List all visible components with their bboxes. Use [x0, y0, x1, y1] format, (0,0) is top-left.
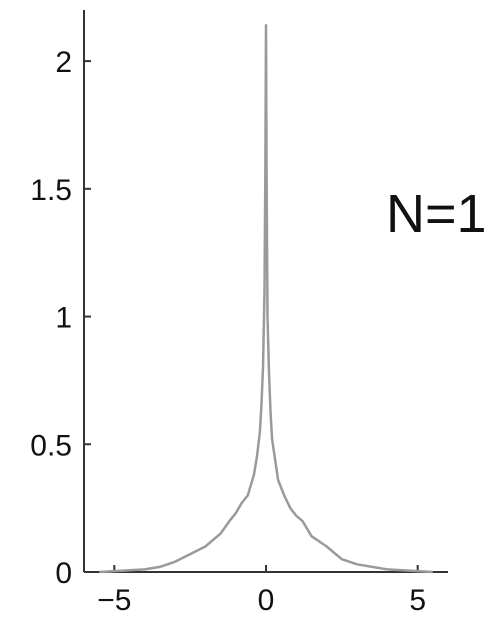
y-tick-label: 1 [55, 302, 72, 335]
x-tick-label: 5 [409, 584, 426, 617]
y-tick-label: 0.5 [30, 429, 72, 462]
y-tick-label: 2 [55, 46, 72, 79]
series-line [99, 24, 433, 574]
y-tick-label: 0 [55, 557, 72, 590]
y-tick-label: 1.5 [30, 174, 72, 207]
annotation-text: N=1 [386, 184, 487, 244]
y-ticks: 0 0.5 1 1.5 2 [30, 46, 91, 590]
x-ticks: −5 0 5 [97, 565, 426, 617]
x-tick-label: −5 [97, 584, 131, 617]
x-tick-label: 0 [258, 584, 275, 617]
